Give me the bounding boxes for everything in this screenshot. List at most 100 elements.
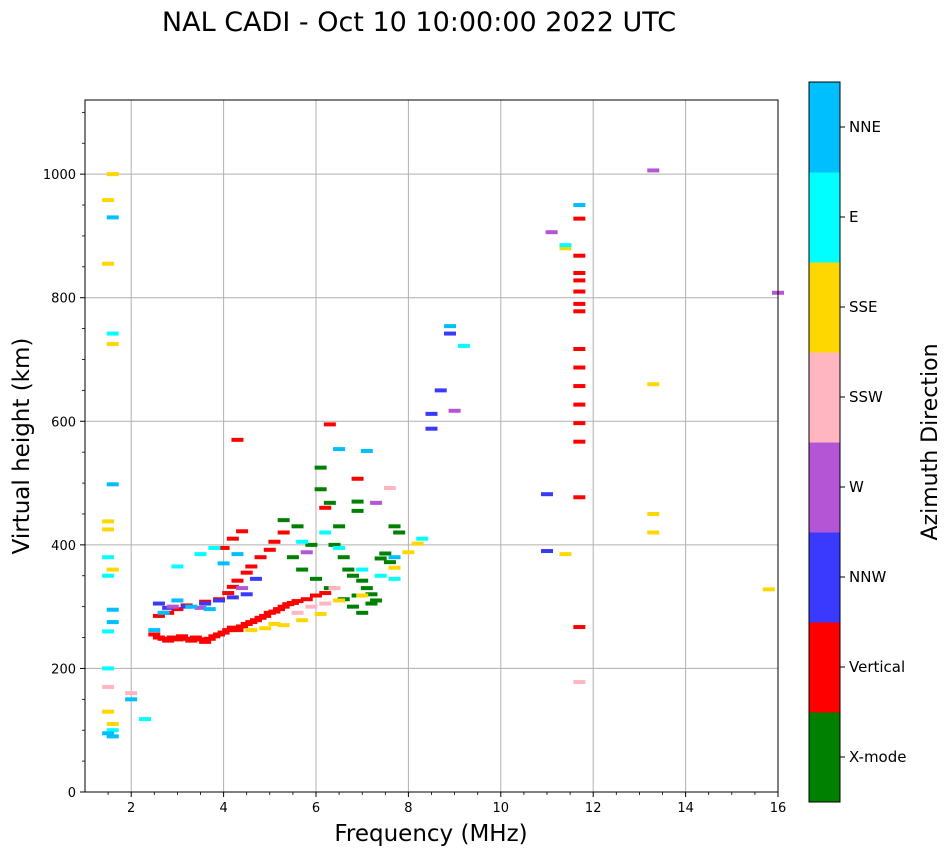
data-point: [342, 567, 355, 572]
colorbar-segment: [809, 622, 840, 713]
y-axis-label: Virtual height (km): [9, 338, 35, 555]
data-point: [356, 610, 369, 615]
colorbar-segment: [809, 532, 840, 623]
data-point: [245, 628, 258, 633]
data-point: [273, 607, 286, 612]
data-point: [139, 717, 152, 722]
x-axis-label: Frequency (MHz): [334, 821, 527, 847]
data-point: [176, 634, 189, 639]
data-point: [171, 607, 184, 612]
data-point: [185, 604, 198, 609]
data-point: [217, 561, 230, 566]
chart-title: NAL CADI - Oct 10 10:00:00 2022 UTC: [162, 7, 676, 38]
data-point: [541, 549, 553, 554]
data-point: [102, 629, 115, 634]
colorbar: X-mode Vertical NNW W SSW SSE E NNE: [808, 81, 906, 803]
data-point: [291, 610, 304, 615]
data-point: [236, 529, 249, 534]
data-point: [647, 530, 660, 535]
data-point: [443, 331, 456, 336]
data-point: [162, 638, 175, 643]
data-point: [208, 545, 221, 550]
data-point: [217, 630, 230, 635]
data-point: [102, 731, 115, 736]
data-point: [300, 550, 313, 555]
data-point: [573, 253, 586, 258]
data-point: [199, 639, 212, 644]
data-point: [310, 576, 322, 581]
data-point: [393, 530, 406, 535]
data-point: [236, 624, 249, 629]
colorbar-segment: [809, 712, 840, 803]
colorbar-tick-label: Vertical: [849, 658, 905, 676]
x-tick-label: 2: [127, 801, 135, 816]
data-point: [194, 637, 207, 642]
data-point: [125, 691, 138, 696]
data-point: [286, 555, 299, 560]
data-point: [365, 601, 378, 606]
data-point: [388, 524, 401, 529]
data-point: [314, 612, 327, 617]
y-tick-label: 600: [51, 415, 76, 430]
x-tick-label: 8: [404, 801, 412, 816]
data-point: [374, 573, 387, 578]
data-point: [573, 301, 586, 306]
data-point: [102, 261, 115, 266]
data-point: [222, 628, 235, 633]
x-tick-label: 16: [770, 801, 787, 816]
data-point: [314, 465, 327, 470]
data-point: [402, 550, 415, 555]
data-point: [263, 547, 276, 552]
data-point: [268, 621, 281, 626]
data-point: [545, 230, 558, 235]
data-point: [268, 539, 281, 544]
data-point: [212, 598, 225, 603]
data-point: [277, 530, 290, 535]
data-point: [106, 728, 119, 733]
data-point: [102, 555, 115, 560]
data-point: [314, 487, 327, 492]
data-point: [337, 555, 350, 560]
x-tick-label: 14: [677, 801, 694, 816]
data-point: [323, 500, 336, 505]
data-point: [328, 542, 341, 547]
data-point: [411, 541, 424, 546]
data-point: [106, 172, 119, 177]
data-point: [443, 324, 456, 329]
data-point: [573, 278, 586, 283]
colorbar-segment: [809, 262, 840, 353]
data-point: [647, 511, 660, 516]
data-point: [106, 567, 119, 572]
data-point: [319, 505, 332, 510]
data-point: [319, 601, 332, 606]
x-tick-label: 10: [493, 801, 510, 816]
data-point: [559, 552, 572, 557]
data-point: [236, 586, 249, 591]
data-point: [573, 402, 586, 407]
data-point: [356, 578, 369, 583]
data-point: [296, 539, 309, 544]
data-point: [346, 573, 359, 578]
data-point: [240, 570, 253, 575]
data-point: [541, 492, 553, 497]
data-point: [351, 499, 364, 504]
data-point: [360, 448, 373, 453]
data-point: [291, 599, 304, 604]
colorbar-label: Azimuth Direction: [918, 343, 943, 540]
data-point: [194, 605, 207, 610]
colorbar-tick-label: X-mode: [849, 748, 906, 766]
colorbar-tick-label: NNW: [849, 568, 886, 586]
data-point: [762, 587, 775, 592]
colorbar-tick-label: W: [849, 478, 864, 496]
data-point: [226, 536, 239, 541]
data-point: [245, 564, 258, 569]
data-point: [573, 216, 586, 221]
colorbar-segment: [809, 172, 840, 263]
data-point: [157, 610, 170, 615]
data-point: [300, 597, 313, 602]
series-ssw: [102, 486, 586, 696]
data-point: [259, 613, 272, 618]
data-point: [231, 437, 244, 442]
data-point: [370, 598, 383, 603]
